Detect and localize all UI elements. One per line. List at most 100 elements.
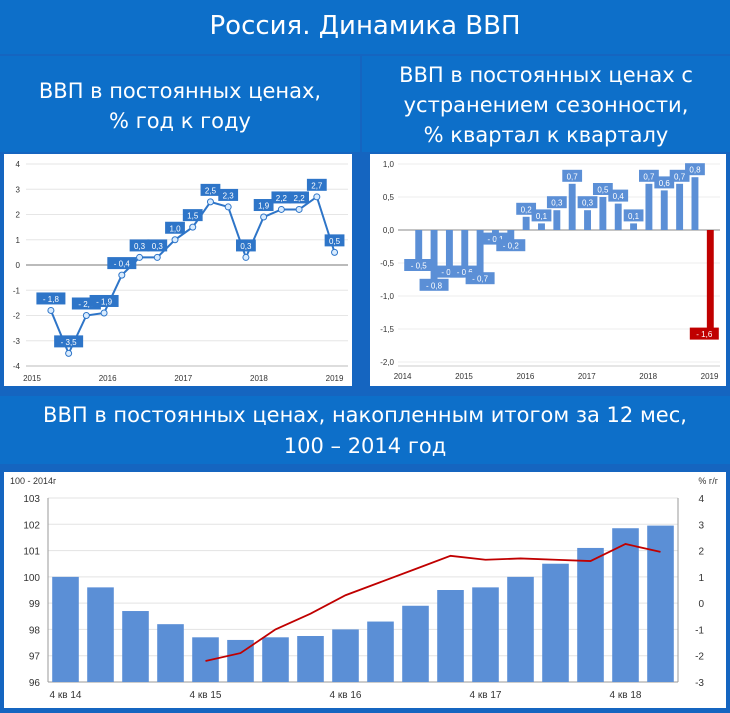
data-label-box [165, 221, 185, 234]
y-tick-label: 102 [23, 520, 40, 531]
bar [461, 230, 469, 270]
x-tick-label: 2014 [394, 372, 412, 381]
bar [402, 605, 429, 682]
bar [691, 177, 699, 230]
bar-value-label: - 1,6 [696, 330, 713, 339]
y-tick-label: 0,0 [383, 226, 395, 235]
bar [584, 210, 591, 230]
x-tick-label: 2015 [23, 374, 41, 383]
y-tick-label: 101 [23, 547, 40, 558]
bar-value-label: 0,6 [659, 179, 671, 188]
bar-value-label: 0,4 [613, 192, 625, 201]
data-label-box [218, 188, 239, 201]
data-label: - 0,4 [114, 260, 131, 269]
bar-value-label-box [654, 176, 675, 189]
data-label: 1,5 [187, 212, 199, 221]
y2-tick-label: -2 [695, 652, 704, 663]
data-label: 0,3 [152, 242, 164, 251]
bar [367, 621, 394, 682]
qoq-bar-chart: 1,0 0,5 0,0 -0,5 -1,0 -1,5 -2,0 - 0,5 - 0,8 - 0,6… [380, 160, 720, 381]
y-tick-label: 4 [16, 160, 21, 169]
y2-tick-label: -3 [695, 678, 704, 689]
data-label: 1,0 [169, 224, 181, 233]
data-label: 1,9 [258, 202, 270, 211]
x-tick-label: 2016 [99, 374, 117, 383]
x-tick-label: 2015 [455, 372, 473, 381]
y-tick-label: 0 [16, 261, 21, 270]
bar [122, 611, 149, 682]
bar-value-label-box [465, 272, 495, 285]
y-tick-label: 100 [23, 573, 40, 584]
bar-value-label-box [531, 209, 552, 222]
x-tick-label: 2019 [701, 372, 719, 381]
bar-value-label: - 0,6 [457, 268, 474, 277]
data-label-box [147, 239, 168, 252]
data-label-box [89, 294, 119, 307]
bar-value-label-box [685, 163, 705, 176]
bar-value-label-box [516, 202, 537, 215]
data-point [242, 253, 250, 261]
data-label-box [289, 191, 309, 204]
right-chart-title: ВВП в постоянных ценах с устранением сез… [362, 56, 730, 152]
left-chart-title: ВВП в постоянных ценах, % год к году [0, 56, 360, 152]
y2-tick-label: 4 [698, 494, 704, 505]
x-tick-label: 4 кв 18 [610, 690, 642, 701]
bar [332, 629, 359, 682]
cumulative-combo-chart-panel: 103 102 101 100 99 98 97 96 4 3 2 1 0 -1 -2 -3 100 - 201… [4, 472, 726, 708]
y-tick-label: 0,5 [383, 193, 395, 202]
left-title-line1: ВВП в постоянных ценах, [38, 79, 322, 103]
data-label: 0,3 [240, 242, 252, 251]
data-point [136, 253, 144, 261]
qoq-bar-chart-panel: 1,0 0,5 0,0 -0,5 -1,0 -1,5 -2,0 - 0,5 - 0,8 - 0,6… [370, 154, 726, 386]
bar-value-label-box [546, 196, 567, 209]
data-point [153, 253, 161, 261]
data-label: - 3,5 [61, 338, 78, 347]
bar [612, 528, 639, 682]
data-label-box [54, 335, 84, 348]
bar [676, 183, 684, 230]
data-point [224, 203, 232, 211]
page-title: Россия. Динамика ВВП [0, 0, 730, 54]
bar-value-label: - 0,5 [411, 262, 428, 271]
data-label-box [253, 199, 274, 212]
data-point [331, 248, 339, 256]
y-tick-label: -0,5 [380, 259, 394, 268]
bar-value-label: - 0,6 [441, 268, 458, 277]
data-label-box [182, 209, 203, 222]
right-axis-label: % г/г [698, 476, 718, 486]
data-label: 2,2 [276, 194, 288, 203]
y-tick-label: 99 [29, 599, 41, 610]
bar [472, 587, 499, 682]
x-tick-label: 2018 [250, 374, 268, 383]
y-tick-label: -2,0 [380, 358, 394, 367]
data-point [295, 205, 303, 213]
y2-tick-label: 0 [698, 599, 704, 610]
data-label: 2,7 [311, 181, 323, 190]
bar [262, 637, 289, 682]
yoy-red-line [205, 543, 661, 662]
left-title-line2: % год к году [109, 109, 251, 133]
x-tick-label: 2017 [174, 374, 192, 383]
y-tick-label: 98 [29, 625, 41, 636]
cumulative-combo-chart: 103 102 101 100 99 98 97 96 4 3 2 1 0 -1 -2 -3 100 - 201… [10, 476, 719, 701]
bar-value-label: 0,7 [567, 172, 579, 181]
bar [507, 576, 534, 682]
y-tick-label: 3 [16, 185, 21, 194]
bar-value-label-box [577, 196, 598, 209]
bar-value-label-box [404, 259, 434, 271]
bar [577, 547, 604, 682]
bar [599, 197, 607, 230]
y-tick-label: -1 [13, 286, 21, 295]
x-tick-label: 4 кв 14 [50, 690, 82, 701]
bar [157, 624, 184, 682]
yoy-line-chart-panel: -4 -3 -2 -1 0 1 2 3 4 2015 2016 2017 2018 2019 - 1,8 - … [4, 154, 352, 386]
bar-value-label-box [608, 189, 629, 202]
bar [297, 636, 324, 682]
x-tick-label: 2019 [326, 374, 344, 383]
bar-value-label: - 0,1 [487, 235, 504, 244]
bar-value-label-box [639, 169, 659, 182]
bar-value-label: - 0,8 [426, 281, 443, 290]
data-label-box [236, 239, 256, 252]
bar [52, 576, 79, 682]
x-tick-label: 2018 [639, 372, 657, 381]
